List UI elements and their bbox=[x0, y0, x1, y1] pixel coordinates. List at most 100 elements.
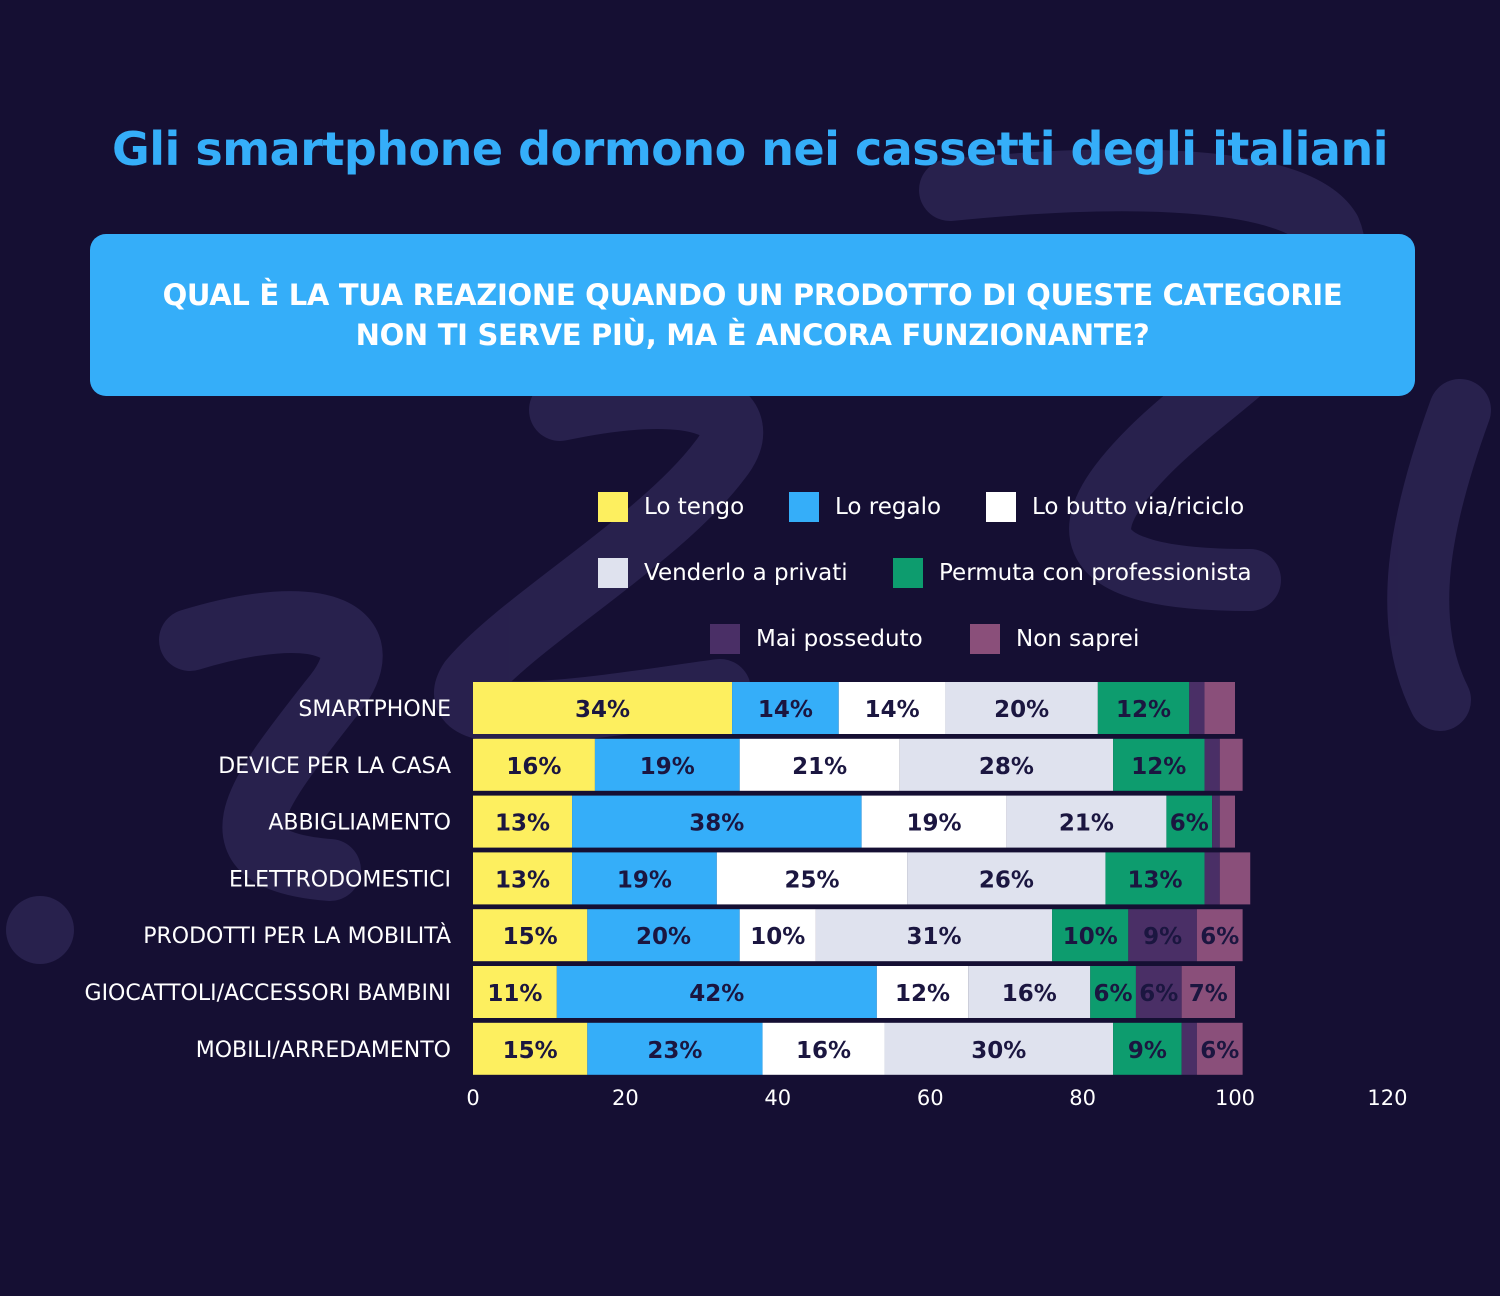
bar-segment bbox=[1189, 682, 1205, 734]
bar-segment bbox=[473, 909, 588, 962]
data-label: 26% bbox=[979, 867, 1034, 893]
data-label: 19% bbox=[906, 811, 961, 837]
bar-segment bbox=[1212, 795, 1220, 848]
legend-item-venderlo-a-privati: Venderlo a privati bbox=[598, 556, 848, 590]
question-box: QUAL È LA TUA REAZIONE QUANDO UN PRODOTT… bbox=[90, 234, 1415, 396]
bar-segment bbox=[884, 1022, 1114, 1075]
bar-segment bbox=[1090, 966, 1136, 1018]
legend-swatch bbox=[893, 558, 923, 588]
bar-segment bbox=[1113, 1022, 1182, 1075]
bar-segment bbox=[587, 909, 740, 962]
data-label: 9% bbox=[1128, 1038, 1167, 1064]
bar-segment bbox=[1006, 795, 1167, 848]
legend-swatch bbox=[986, 492, 1016, 522]
bar-segment bbox=[739, 909, 816, 962]
bar-segment bbox=[1219, 852, 1251, 905]
data-label: 12% bbox=[895, 981, 950, 1007]
legend-item-lo-tengo: Lo tengo bbox=[598, 490, 744, 524]
data-label: 21% bbox=[1059, 811, 1114, 837]
data-label: 12% bbox=[1116, 697, 1171, 723]
data-label: 9% bbox=[1143, 924, 1182, 950]
legend-label: Lo butto via/riciclo bbox=[1032, 494, 1245, 520]
bar-segment bbox=[945, 682, 1098, 734]
data-label: 20% bbox=[636, 924, 691, 950]
data-label: 31% bbox=[906, 924, 961, 950]
bar-segment bbox=[473, 682, 733, 734]
bar-segment bbox=[1052, 909, 1129, 962]
data-label: 15% bbox=[503, 924, 558, 950]
bar-segment bbox=[762, 1022, 885, 1075]
bar-segment bbox=[1196, 909, 1243, 962]
bar-segment bbox=[1166, 795, 1213, 848]
x-tick-label: 0 bbox=[466, 1086, 479, 1110]
data-label: 10% bbox=[750, 924, 805, 950]
data-label: 16% bbox=[506, 754, 561, 780]
bar-segment bbox=[907, 852, 1106, 905]
data-label: 21% bbox=[792, 754, 847, 780]
legend-swatch bbox=[598, 492, 628, 522]
x-tick-label: 80 bbox=[1069, 1086, 1096, 1110]
bar-segment bbox=[1204, 738, 1220, 791]
bar-segment bbox=[732, 682, 839, 734]
bar-segment bbox=[473, 852, 573, 905]
x-tick-label: 60 bbox=[917, 1086, 944, 1110]
data-label: 7% bbox=[1189, 981, 1228, 1007]
data-label: 16% bbox=[796, 1038, 851, 1064]
bar-segment bbox=[473, 795, 573, 848]
bar-segment bbox=[1196, 1022, 1243, 1075]
category-label: ELETTRODOMESTICI bbox=[229, 867, 451, 892]
legend-label: Lo tengo bbox=[644, 494, 745, 520]
data-label: 34% bbox=[575, 697, 630, 723]
bar-segment bbox=[1181, 966, 1235, 1018]
data-label: 20% bbox=[994, 697, 1049, 723]
bar-segment bbox=[473, 1022, 588, 1075]
bar-segment bbox=[876, 966, 969, 1018]
data-label: 6% bbox=[1170, 811, 1209, 837]
data-label: 14% bbox=[865, 697, 920, 723]
legend-swatch bbox=[598, 558, 628, 588]
bar-segment bbox=[1181, 1022, 1197, 1075]
bar-segment bbox=[556, 966, 877, 1018]
legend-swatch bbox=[710, 624, 740, 654]
data-label: 10% bbox=[1063, 924, 1118, 950]
data-label: 6% bbox=[1094, 981, 1133, 1007]
data-label: 30% bbox=[971, 1038, 1026, 1064]
legend-label: Lo regalo bbox=[835, 494, 942, 520]
data-label: 23% bbox=[647, 1038, 702, 1064]
bar-segment bbox=[1128, 909, 1197, 962]
data-label: 42% bbox=[689, 981, 744, 1007]
data-label: 38% bbox=[689, 811, 744, 837]
legend-label: Venderlo a privati bbox=[644, 560, 848, 586]
data-label: 25% bbox=[785, 867, 840, 893]
legend-swatch bbox=[789, 492, 819, 522]
bar-segment bbox=[899, 738, 1114, 791]
legend-swatch bbox=[970, 624, 1000, 654]
bar-segment bbox=[739, 738, 900, 791]
data-label: 6% bbox=[1200, 924, 1239, 950]
legend-item-permuta-con-professionista: Permuta con professionista bbox=[893, 556, 1252, 590]
legend-item-lo-regalo: Lo regalo bbox=[789, 490, 941, 524]
legend-label: Non saprei bbox=[1016, 626, 1140, 652]
data-label: 19% bbox=[617, 867, 672, 893]
bar-segment bbox=[587, 1022, 763, 1075]
data-label: 11% bbox=[487, 981, 542, 1007]
x-tick-label: 120 bbox=[1367, 1086, 1407, 1110]
data-label: 6% bbox=[1200, 1038, 1239, 1064]
data-label: 6% bbox=[1139, 981, 1178, 1007]
question-text: QUAL È LA TUA REAZIONE QUANDO UN PRODOTT… bbox=[162, 278, 1343, 352]
bar-segment bbox=[572, 852, 717, 905]
bar-segment bbox=[1204, 852, 1220, 905]
bar-segment bbox=[815, 909, 1053, 962]
x-tick-label: 100 bbox=[1215, 1086, 1255, 1110]
category-label: PRODOTTI PER LA MOBILITÀ bbox=[143, 923, 451, 949]
x-tick-label: 20 bbox=[612, 1086, 639, 1110]
bar-segment bbox=[1135, 966, 1182, 1018]
data-label: 15% bbox=[503, 1038, 558, 1064]
data-label: 13% bbox=[495, 811, 550, 837]
category-label: SMARTPHONE bbox=[298, 697, 451, 722]
bar-segment bbox=[838, 682, 946, 734]
bar-segment bbox=[716, 852, 908, 905]
x-tick-label: 40 bbox=[764, 1086, 791, 1110]
bar-segment bbox=[1204, 682, 1235, 734]
